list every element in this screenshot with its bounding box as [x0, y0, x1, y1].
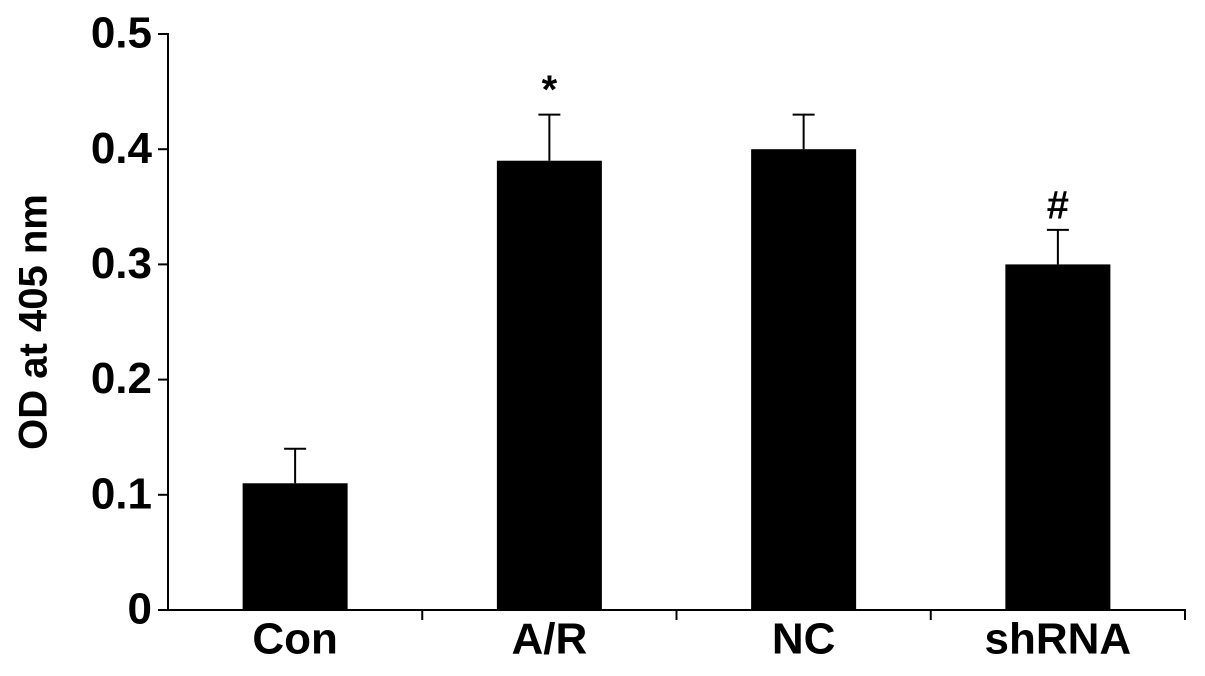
y-axis-label: OD at 405 nm: [12, 194, 56, 450]
y-tick-label: 0.1: [91, 469, 152, 518]
significance-marker: #: [1047, 183, 1069, 227]
bar: [242, 483, 348, 610]
bar: [1005, 264, 1111, 610]
x-tick-label: A/R: [511, 615, 587, 664]
y-tick-label: 0.5: [91, 9, 152, 58]
y-tick-label: 0.4: [91, 124, 153, 173]
x-tick-label: NC: [772, 615, 836, 664]
significance-marker: *: [542, 68, 558, 112]
y-tick-label: 0.3: [91, 239, 152, 288]
x-tick-label: shRNA: [985, 615, 1132, 664]
x-tick-label: Con: [252, 615, 338, 664]
y-tick-label: 0: [128, 585, 152, 634]
bar: [751, 149, 857, 610]
bar: [496, 160, 602, 610]
y-tick-label: 0.2: [91, 354, 152, 403]
